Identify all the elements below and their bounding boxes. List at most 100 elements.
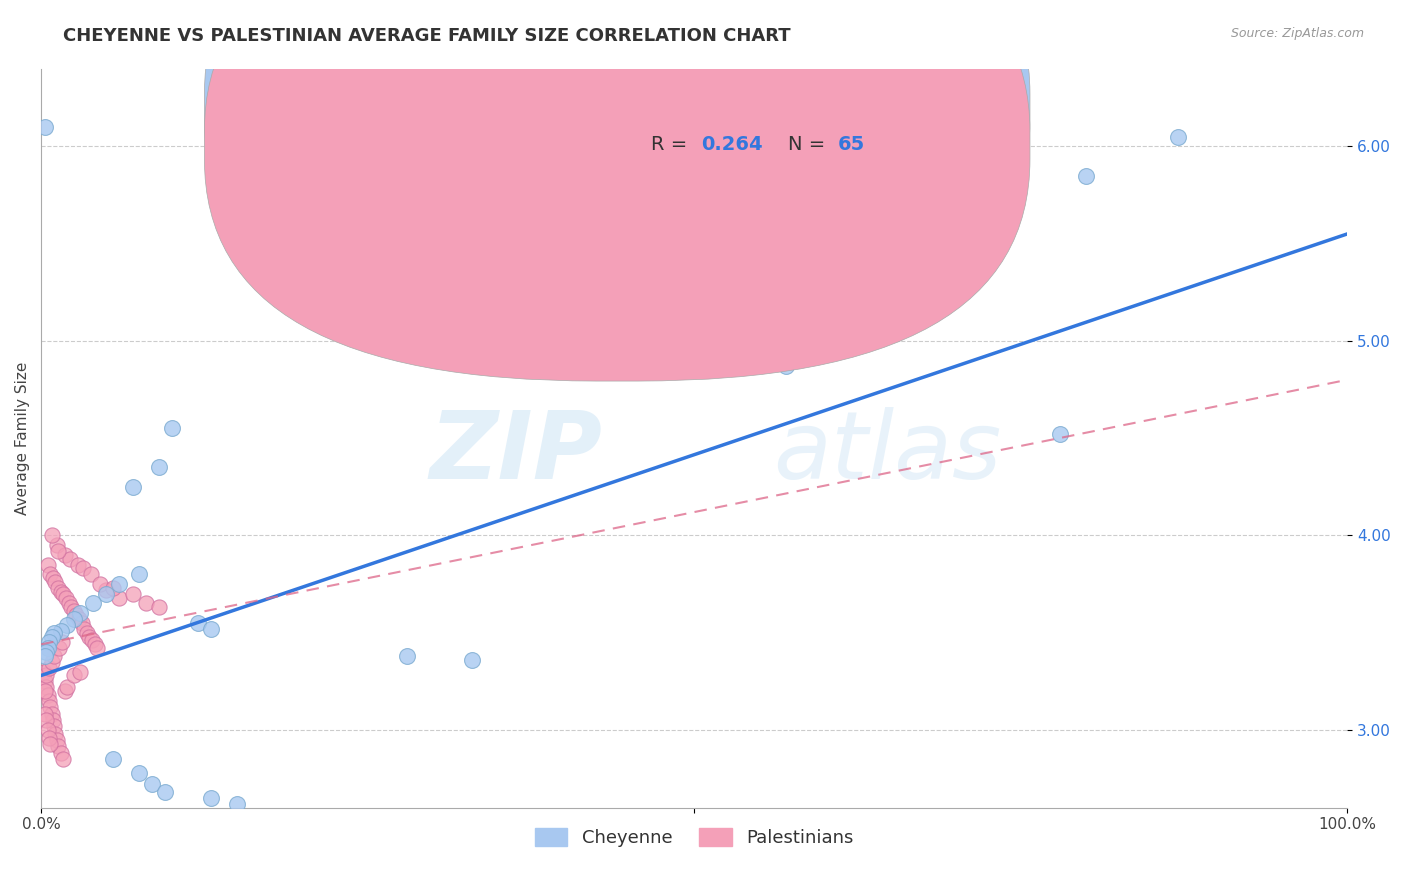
Text: 0.264: 0.264 bbox=[700, 135, 762, 154]
Point bbox=[155, 785, 177, 799]
Point bbox=[51, 635, 73, 649]
Point bbox=[41, 528, 63, 542]
Point bbox=[101, 752, 124, 766]
Point bbox=[46, 581, 69, 595]
Point bbox=[80, 567, 103, 582]
Point bbox=[42, 571, 65, 585]
Text: R =: R = bbox=[651, 97, 693, 117]
Point bbox=[200, 622, 222, 636]
Point bbox=[82, 597, 104, 611]
Point bbox=[37, 723, 59, 737]
Point bbox=[1167, 129, 1189, 144]
Point bbox=[141, 777, 163, 791]
Text: atlas: atlas bbox=[773, 408, 1001, 499]
Point bbox=[35, 680, 58, 694]
Point bbox=[62, 612, 84, 626]
Point bbox=[35, 645, 58, 659]
Point bbox=[79, 630, 101, 644]
Point bbox=[187, 615, 209, 630]
Point bbox=[121, 480, 143, 494]
Point bbox=[72, 561, 94, 575]
Point bbox=[45, 538, 67, 552]
Text: R =: R = bbox=[651, 135, 693, 154]
Point bbox=[65, 608, 87, 623]
Text: N =: N = bbox=[789, 135, 832, 154]
Point bbox=[200, 791, 222, 805]
Point bbox=[135, 597, 157, 611]
Point bbox=[62, 668, 84, 682]
Point bbox=[148, 600, 170, 615]
Point bbox=[56, 618, 79, 632]
Text: CHEYENNE VS PALESTINIAN AVERAGE FAMILY SIZE CORRELATION CHART: CHEYENNE VS PALESTINIAN AVERAGE FAMILY S… bbox=[63, 27, 792, 45]
Point bbox=[148, 460, 170, 475]
Point bbox=[69, 606, 91, 620]
Point bbox=[56, 680, 79, 694]
Point bbox=[39, 699, 62, 714]
Point bbox=[35, 668, 58, 682]
Point bbox=[59, 551, 82, 566]
Point bbox=[83, 637, 105, 651]
Y-axis label: Average Family Size: Average Family Size bbox=[15, 361, 30, 515]
Point bbox=[35, 713, 58, 727]
Point bbox=[46, 544, 69, 558]
Point bbox=[70, 615, 93, 630]
Point bbox=[76, 625, 98, 640]
Point bbox=[121, 587, 143, 601]
Point bbox=[46, 739, 69, 753]
Point bbox=[37, 641, 59, 656]
Point bbox=[128, 567, 150, 582]
FancyBboxPatch shape bbox=[204, 0, 1031, 343]
Point bbox=[34, 684, 56, 698]
Point bbox=[48, 641, 70, 656]
Point bbox=[86, 641, 108, 656]
Point bbox=[839, 260, 862, 274]
Point bbox=[96, 582, 118, 597]
Point bbox=[49, 624, 72, 638]
Point bbox=[80, 633, 103, 648]
Point bbox=[44, 575, 66, 590]
Point bbox=[37, 688, 59, 702]
Point bbox=[52, 587, 75, 601]
FancyBboxPatch shape bbox=[204, 0, 1031, 381]
Point bbox=[67, 612, 90, 626]
Point bbox=[41, 707, 63, 722]
Point bbox=[96, 587, 118, 601]
Point bbox=[34, 707, 56, 722]
Point bbox=[39, 737, 62, 751]
Legend: Cheyenne, Palestinians: Cheyenne, Palestinians bbox=[527, 821, 860, 855]
Point bbox=[42, 713, 65, 727]
Text: 65: 65 bbox=[838, 135, 865, 154]
Point bbox=[44, 727, 66, 741]
FancyBboxPatch shape bbox=[583, 83, 903, 169]
Point bbox=[38, 694, 60, 708]
Text: 34: 34 bbox=[838, 97, 865, 117]
Point bbox=[44, 648, 66, 663]
Text: Source: ZipAtlas.com: Source: ZipAtlas.com bbox=[1230, 27, 1364, 40]
Point bbox=[38, 731, 60, 745]
Point bbox=[34, 648, 56, 663]
Point bbox=[775, 359, 797, 373]
Point bbox=[39, 567, 62, 582]
Point bbox=[461, 653, 484, 667]
Point bbox=[41, 655, 63, 669]
Point bbox=[1049, 427, 1071, 442]
Point bbox=[55, 591, 77, 605]
Point bbox=[37, 558, 59, 572]
Point bbox=[32, 665, 55, 679]
Point bbox=[38, 635, 60, 649]
Point bbox=[66, 558, 89, 572]
Point bbox=[52, 752, 75, 766]
Point bbox=[58, 597, 80, 611]
Point bbox=[44, 625, 66, 640]
Point bbox=[73, 622, 96, 636]
Point bbox=[38, 661, 60, 675]
Point bbox=[49, 584, 72, 599]
Text: 0.712: 0.712 bbox=[700, 97, 762, 117]
Point bbox=[34, 674, 56, 689]
Point bbox=[101, 581, 124, 595]
Point bbox=[814, 246, 837, 260]
Point bbox=[34, 120, 56, 134]
Point bbox=[89, 577, 111, 591]
Point bbox=[108, 591, 131, 605]
Point bbox=[160, 421, 183, 435]
